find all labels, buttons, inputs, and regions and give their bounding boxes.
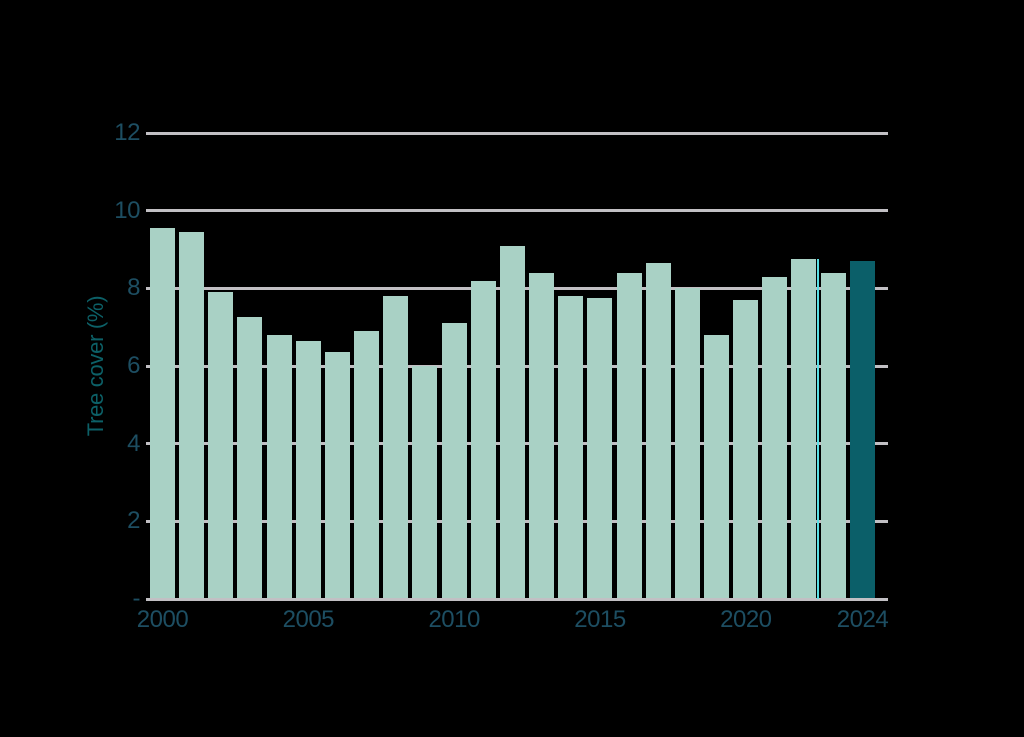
y-tick-label-12: 12: [114, 119, 140, 146]
cursor-artifact-line: [817, 259, 820, 599]
bar-2003: [237, 317, 263, 599]
bar-2022: [791, 259, 817, 599]
bar-2002: [208, 292, 234, 599]
bar-2021: [762, 276, 788, 599]
bar-2000: [150, 228, 175, 599]
gridline-12: [146, 131, 888, 135]
bar-2004: [266, 334, 292, 599]
bar-2017: [645, 263, 671, 599]
bar-2007: [354, 331, 380, 599]
y-tick-label-8: 8: [127, 274, 140, 302]
x-tick-label-2005: 2005: [282, 606, 335, 633]
x-axis-baseline: [146, 597, 888, 601]
y-tick-label-4: 4: [127, 429, 140, 457]
plot-area: [146, 131, 888, 601]
x-tick-label-2020: 2020: [720, 606, 772, 633]
y-tick-label-2: 2: [127, 507, 140, 535]
x-tick-label-2015: 2015: [574, 606, 626, 633]
bar-2019: [703, 334, 729, 599]
bar-2013: [529, 272, 555, 599]
bar-2020: [733, 299, 759, 599]
bar-2001: [179, 232, 205, 599]
bar-2011: [470, 280, 496, 599]
bar-2005: [295, 340, 321, 599]
bar-2012: [499, 245, 525, 599]
y-tick-label-10: 10: [114, 196, 140, 224]
bar-2023: [820, 272, 846, 599]
bar-2006: [324, 352, 350, 599]
x-tick-label-2024: 2024: [836, 606, 889, 633]
bar-2014: [558, 296, 584, 599]
bar-series: [150, 133, 875, 599]
bar-2009: [412, 366, 438, 599]
gridline-10: [146, 209, 888, 213]
bar-2024: [849, 261, 875, 599]
y-tick-label-6: 6: [127, 352, 140, 379]
bar-2016: [616, 272, 642, 599]
bar-2008: [383, 296, 409, 599]
x-tick-label-2010: 2010: [428, 606, 480, 633]
bar-2015: [587, 298, 613, 599]
x-tick-label-2000: 2000: [136, 606, 189, 633]
y-tick-label-0: -: [132, 585, 141, 612]
bar-2018: [674, 288, 700, 599]
bar-2010: [441, 323, 467, 599]
